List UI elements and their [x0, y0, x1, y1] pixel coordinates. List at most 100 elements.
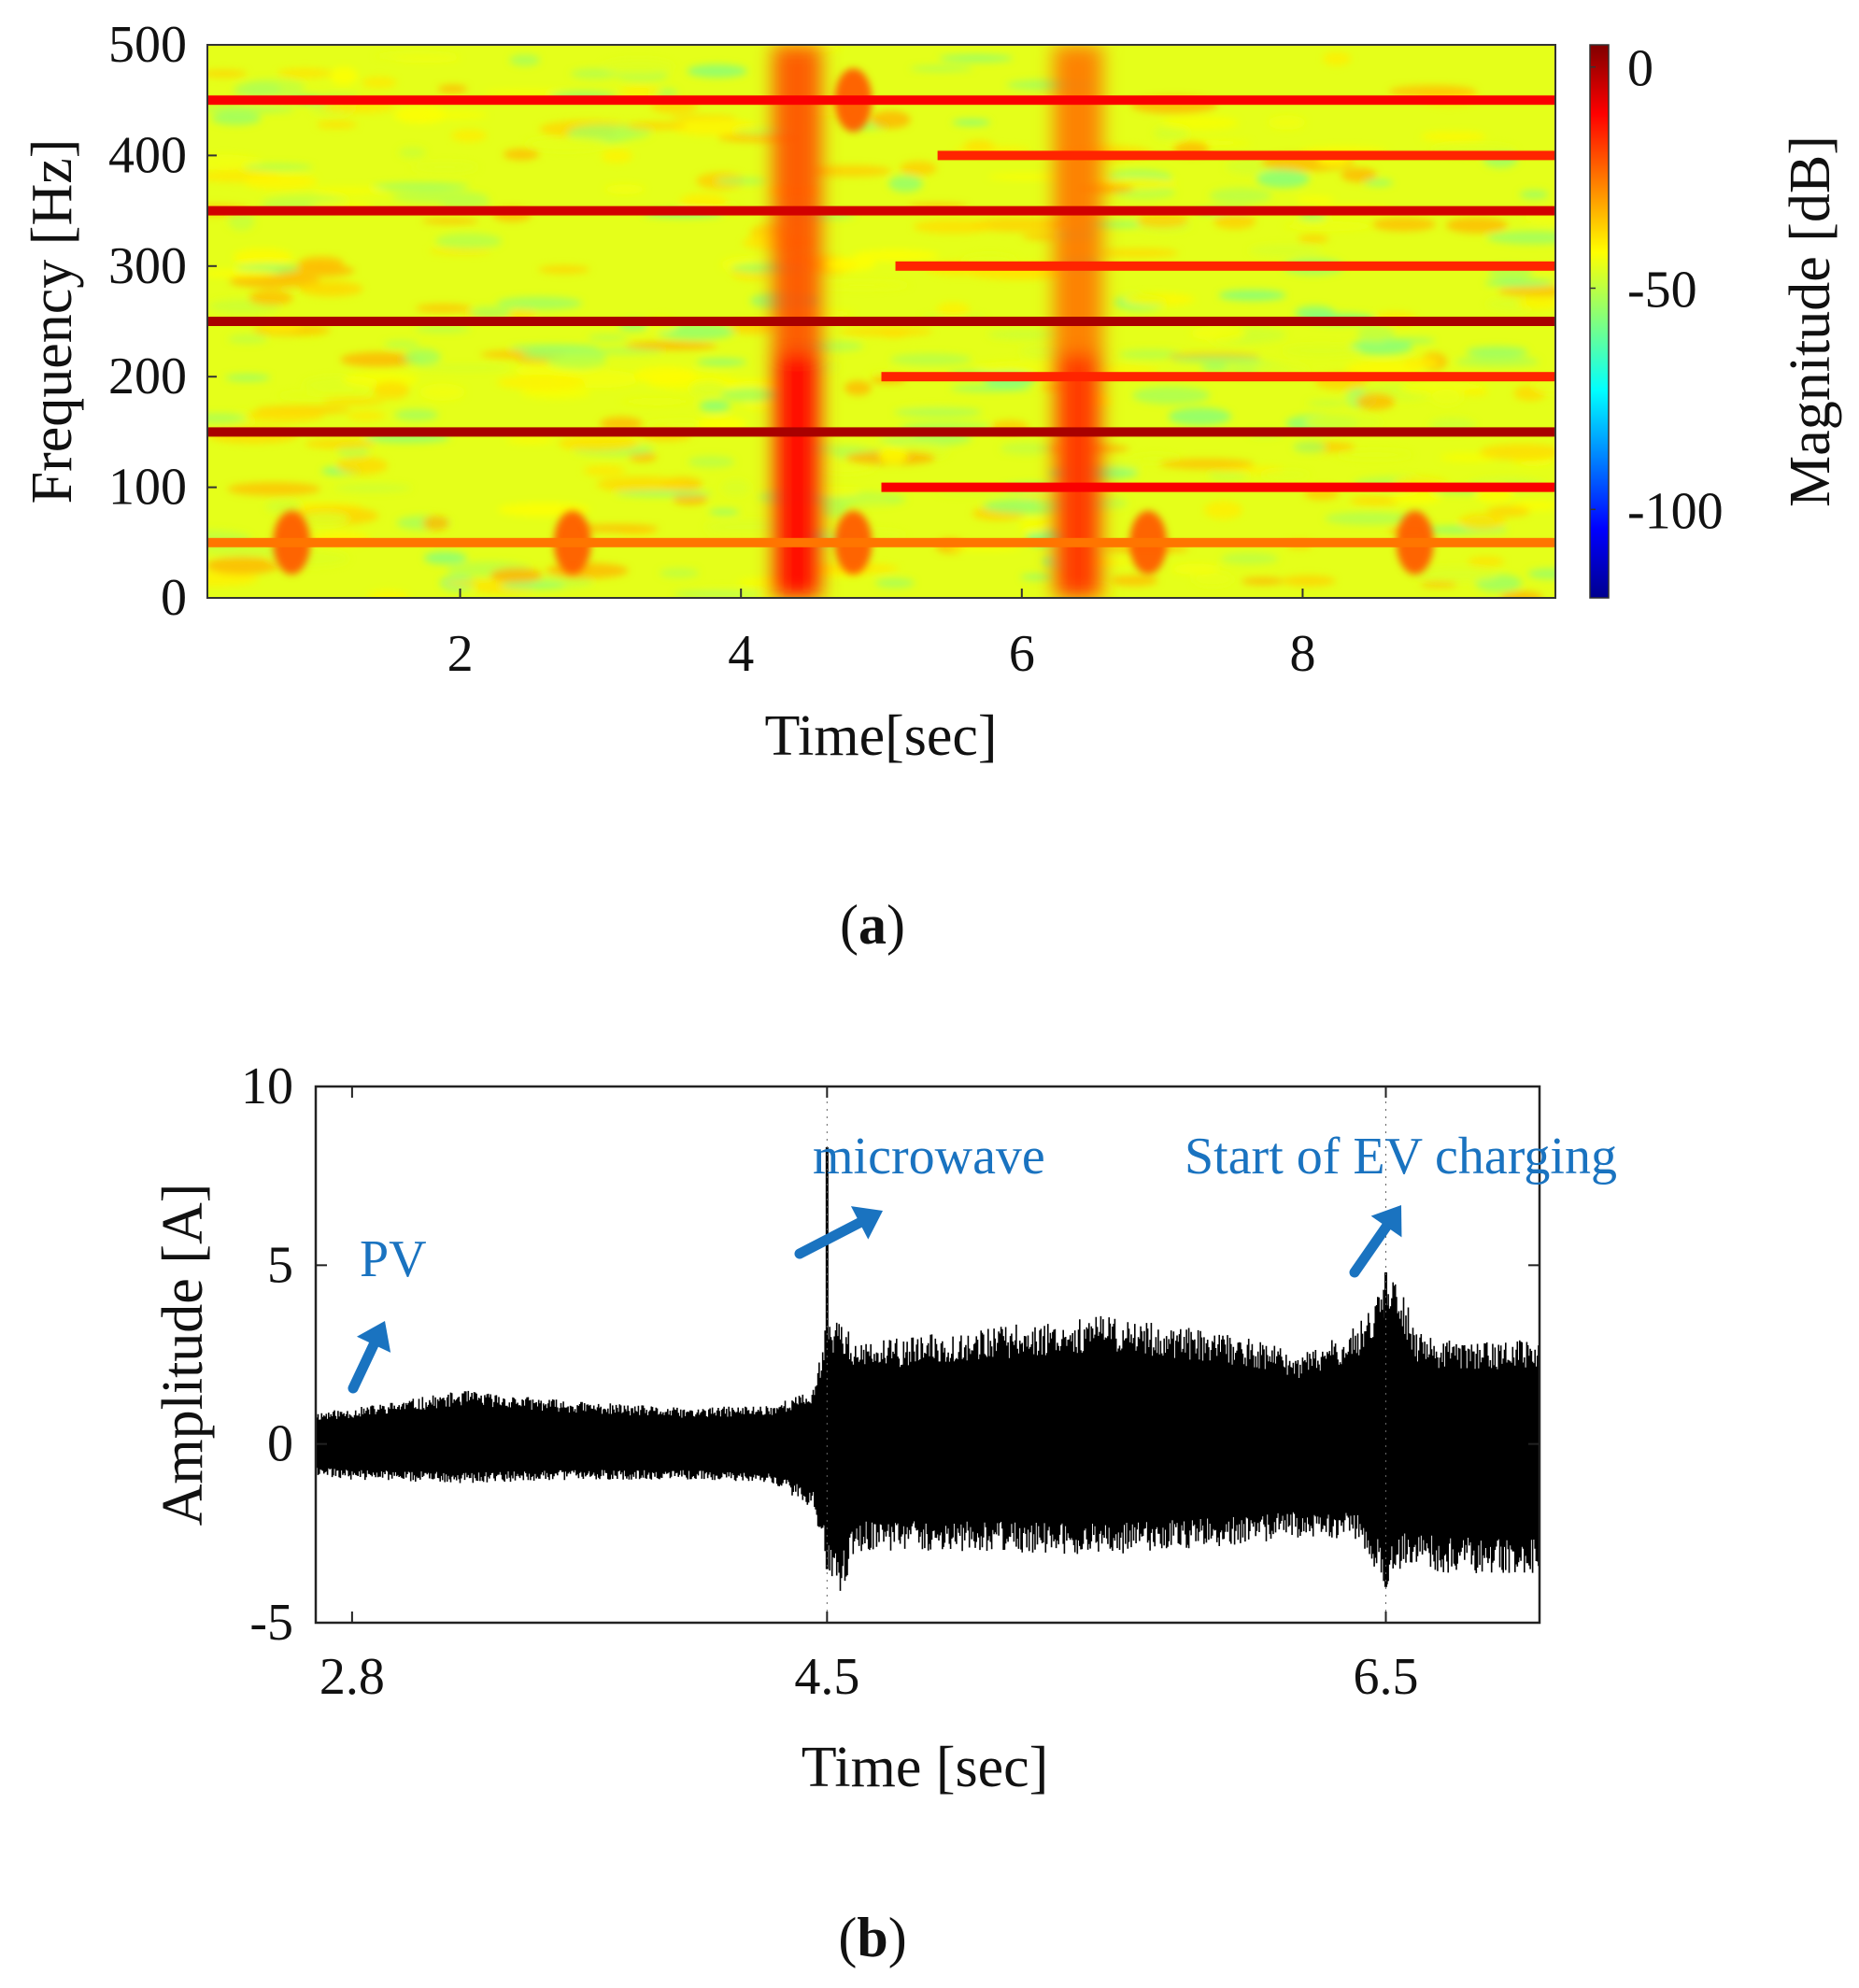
heatmap-cell: [659, 568, 700, 578]
x-tick-label: 2: [447, 625, 474, 683]
heatmap-cell: [1118, 348, 1183, 360]
heatmap-cell: [587, 334, 629, 341]
harmonic-band-450: [207, 95, 1555, 106]
spectrogram-y-label: Frequency [Hz]: [21, 139, 84, 504]
annotation-arrow-shaft: [794, 1217, 865, 1259]
heatmap-cell: [1171, 563, 1221, 575]
heatmap-cell: [811, 164, 892, 178]
heatmap-cell: [415, 326, 471, 333]
heatmap-cell: [1021, 233, 1061, 240]
harmonic-band-100: [881, 482, 1555, 492]
heatmap-cell: [1208, 472, 1249, 480]
heatmap-cell: [234, 81, 282, 99]
heatmap-cell: [1325, 511, 1412, 525]
heatmap-cell: [335, 456, 389, 476]
colorbar-tick-label: 0: [1627, 40, 1653, 98]
heatmap-cell: [1430, 389, 1463, 406]
heatmap-cell: [986, 329, 1061, 340]
heatmap-cell: [1282, 345, 1361, 357]
heatmap-cell: [1414, 566, 1499, 583]
heatmap-cell: [1486, 231, 1555, 245]
heatmap-cell: [362, 77, 397, 89]
heatmap-cell: [1420, 581, 1458, 588]
spectrogram-frame: [206, 44, 1556, 599]
heatmap-cell: [602, 58, 674, 75]
heatmap-cell: [1268, 115, 1306, 130]
heatmap-cell: [1298, 234, 1329, 243]
y-tick-label: 0: [267, 1415, 293, 1473]
heatmap-cell: [558, 434, 640, 452]
heatmap-cell: [1341, 167, 1377, 182]
heatmap-cell: [604, 184, 646, 195]
y-tick-label: 5: [267, 1236, 293, 1294]
harmonic-band-200: [881, 372, 1555, 382]
harmonic-band-350: [207, 206, 1555, 216]
heatmap-cell: [330, 66, 358, 86]
harmonic-band-150: [207, 427, 1555, 437]
heatmap-cell: [321, 397, 386, 405]
heatmap-cell: [888, 175, 923, 192]
spectrogram-axes: 2 4 6 8 0 100 200 300 400 500: [108, 16, 1315, 683]
heatmap-cell: [679, 193, 728, 210]
y-tick-label: 300: [108, 237, 187, 295]
heatmap-cell: [1486, 505, 1531, 518]
heatmap-cell: [1390, 490, 1441, 505]
heatmap-cell: [1293, 441, 1327, 453]
heatmap-cell: [1420, 131, 1487, 142]
x-tick-label: 8: [1289, 625, 1315, 683]
heatmap-cell: [300, 511, 350, 526]
heatmap-cell: [509, 54, 541, 66]
heatmap-cell: [340, 351, 417, 368]
amplitude-axes: 2.8 4.5 6.5 -5 0 5 10: [241, 1058, 1540, 1706]
heatmap-cell: [619, 85, 662, 98]
heatmap-cell: [1371, 217, 1437, 232]
heatmap-cell: [1296, 196, 1335, 204]
heatmap-cell: [1200, 363, 1230, 372]
heatmap-cell: [615, 490, 713, 497]
heatmap-cell: [1153, 125, 1188, 141]
heatmap-cell: [1355, 392, 1396, 410]
heatmap-cell: [469, 305, 512, 320]
heatmap-cell: [674, 590, 763, 598]
heatmap-cell: [1466, 346, 1528, 358]
heatmap-cell: [1322, 51, 1352, 66]
heatmap-cell: [398, 147, 426, 159]
heatmap-cell: [939, 54, 1014, 63]
heatmap-cell: [1467, 556, 1505, 567]
heatmap-cell: [374, 52, 459, 59]
heatmap-cell: [305, 438, 376, 449]
x-tick-label: 2.8: [319, 1648, 385, 1706]
heatmap-cell: [952, 119, 991, 126]
heatmap-cell: [1484, 278, 1554, 287]
heatmap-cell: [936, 302, 971, 318]
heatmap-cell: [415, 304, 473, 314]
y-tick-label: 100: [108, 459, 187, 517]
heatmap-cell: [1455, 356, 1540, 367]
colorbar-tick-label: -50: [1627, 261, 1697, 319]
heatmap-cell: [853, 249, 939, 262]
y-tick-label: -5: [249, 1594, 293, 1652]
colorbar-ticks: 0 -50 -100: [1590, 40, 1724, 540]
heatmap-cell: [207, 546, 289, 557]
heatmap-cell: [601, 149, 633, 163]
amplitude-x-label: Time [sec]: [802, 1736, 1049, 1799]
heatmap-cell: [844, 380, 872, 396]
heatmap-cell: [715, 178, 767, 185]
heatmap-cell: [583, 465, 626, 476]
harmonic-band-250: [207, 317, 1555, 326]
annotation-arrow-head: [356, 1321, 391, 1353]
heatmap-cell: [520, 387, 591, 399]
colorbar-tick-label: -100: [1627, 482, 1724, 540]
heatmap-cell: [334, 484, 412, 492]
heatmap-cell: [696, 358, 747, 366]
heatmap-cell: [437, 84, 468, 94]
heatmap-cell: [893, 407, 983, 418]
heatmap-cell: [708, 509, 740, 516]
heatmap-cell: [720, 388, 780, 403]
amplitude-panel: 2.8 4.5 6.5 -5 0 5 10 Time [sec] Amplitude [A]…: [151, 1058, 1617, 1968]
heatmap-cell: [1019, 517, 1051, 533]
colorbar: [1589, 44, 1610, 599]
heatmap-cell: [546, 562, 629, 579]
y-tick-label: 10: [241, 1058, 293, 1115]
heatmap-cell: [1281, 575, 1336, 587]
